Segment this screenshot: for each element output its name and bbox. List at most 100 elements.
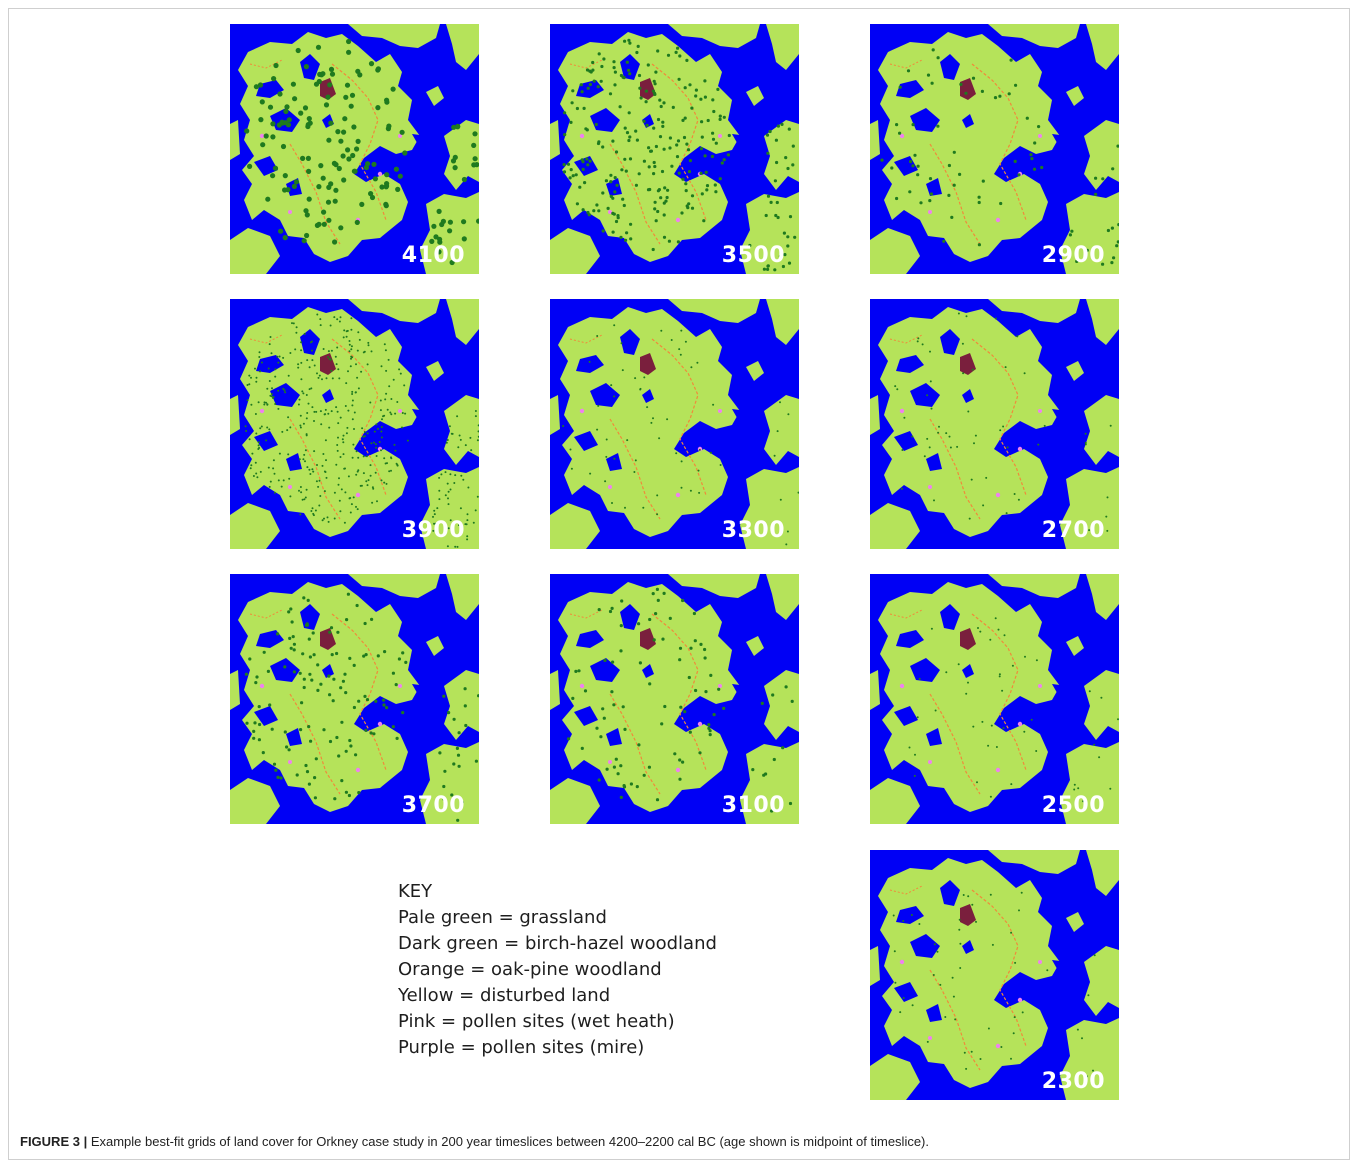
woodland-dot bbox=[638, 86, 642, 90]
woodland-dot bbox=[316, 663, 320, 667]
woodland-dot bbox=[380, 426, 383, 428]
woodland-dot bbox=[674, 50, 678, 54]
woodland-dot bbox=[314, 509, 317, 512]
woodland-dot bbox=[945, 671, 948, 674]
woodland-dot bbox=[791, 163, 795, 167]
woodland-dot bbox=[1111, 167, 1115, 171]
woodland-dot bbox=[328, 739, 333, 744]
woodland-dot bbox=[375, 446, 378, 449]
woodland-dot bbox=[382, 698, 386, 702]
woodland-dot bbox=[456, 545, 459, 548]
woodland-dot bbox=[670, 164, 674, 168]
woodland-dot bbox=[703, 656, 707, 660]
woodland-dot bbox=[309, 473, 312, 475]
woodland-dot bbox=[704, 690, 708, 694]
woodland-dot bbox=[580, 746, 584, 750]
woodland-dot bbox=[782, 231, 786, 235]
woodland-dot bbox=[391, 725, 395, 729]
woodland-dot bbox=[962, 894, 965, 896]
woodland-dot bbox=[267, 466, 270, 469]
woodland-dot bbox=[950, 215, 954, 219]
woodland-dot bbox=[341, 129, 347, 135]
woodland-dot bbox=[477, 694, 479, 698]
woodland-dot bbox=[699, 147, 704, 151]
woodland-dot bbox=[444, 494, 447, 497]
woodland-dot bbox=[760, 701, 764, 705]
woodland-dot bbox=[325, 377, 328, 380]
woodland-dot bbox=[959, 942, 962, 945]
woodland-dot bbox=[895, 123, 899, 127]
woodland-dot bbox=[302, 105, 309, 111]
woodland-dot bbox=[784, 156, 788, 160]
woodland-dot bbox=[591, 60, 595, 65]
woodland-dot bbox=[338, 499, 341, 502]
woodland-dot bbox=[682, 135, 687, 140]
woodland-dot bbox=[454, 474, 457, 477]
woodland-dot bbox=[711, 98, 715, 102]
woodland-dot bbox=[1021, 1011, 1024, 1014]
woodland-dot bbox=[621, 369, 624, 372]
woodland-dot bbox=[1006, 446, 1009, 449]
woodland-dot bbox=[323, 490, 326, 493]
woodland-dot bbox=[302, 458, 305, 461]
woodland-dot bbox=[675, 143, 679, 147]
woodland-dot bbox=[1084, 443, 1087, 446]
woodland-dot bbox=[449, 473, 452, 476]
woodland-dot bbox=[250, 464, 253, 467]
woodland-dot bbox=[329, 358, 332, 361]
woodland-dot bbox=[319, 682, 323, 686]
woodland-dot bbox=[369, 194, 376, 201]
woodland-dot bbox=[328, 693, 332, 697]
woodland-dot bbox=[1001, 689, 1004, 692]
woodland-dot bbox=[569, 448, 572, 451]
woodland-dot bbox=[332, 239, 338, 245]
woodland-dot bbox=[694, 94, 698, 98]
woodland-dot bbox=[619, 764, 623, 768]
woodland-dot bbox=[277, 361, 280, 364]
woodland-dot bbox=[658, 98, 662, 102]
woodland-dot bbox=[246, 399, 249, 402]
woodland-dot bbox=[257, 82, 264, 88]
woodland-dot bbox=[656, 117, 661, 122]
woodland-dot bbox=[295, 326, 298, 329]
woodland-dot bbox=[447, 503, 450, 506]
woodland-dot bbox=[313, 410, 316, 413]
woodland-dot bbox=[613, 457, 616, 460]
woodland-dot bbox=[461, 219, 467, 225]
woodland-dot bbox=[342, 441, 345, 444]
woodland-dot bbox=[352, 168, 358, 174]
woodland-dot bbox=[599, 735, 603, 739]
woodland-dot bbox=[255, 472, 258, 475]
woodland-dot bbox=[331, 699, 335, 703]
woodland-dot bbox=[365, 480, 368, 483]
woodland-dot bbox=[613, 83, 617, 87]
woodland-dot bbox=[900, 487, 903, 490]
woodland-dot bbox=[302, 392, 305, 395]
woodland-dot bbox=[336, 318, 339, 321]
woodland-dot bbox=[304, 460, 306, 463]
woodland-dot bbox=[619, 795, 623, 799]
woodland-dot bbox=[272, 762, 277, 766]
woodland-dot bbox=[287, 453, 290, 456]
woodland-dot bbox=[266, 426, 269, 429]
woodland-dot bbox=[588, 82, 592, 87]
woodland-dot bbox=[776, 215, 780, 220]
woodland-dot bbox=[289, 426, 292, 429]
woodland-dot bbox=[644, 100, 648, 104]
woodland-dot bbox=[962, 372, 965, 375]
woodland-dot bbox=[472, 131, 478, 137]
woodland-dot bbox=[342, 434, 345, 437]
timeslice-label: 2500 bbox=[1041, 793, 1105, 818]
woodland-dot bbox=[345, 147, 351, 153]
woodland-dot bbox=[263, 133, 269, 139]
woodland-dot bbox=[276, 775, 280, 779]
woodland-dot bbox=[350, 317, 353, 320]
woodland-dot bbox=[1075, 259, 1079, 263]
woodland-dot bbox=[970, 478, 973, 481]
woodland-dot bbox=[287, 416, 290, 419]
woodland-dot bbox=[1084, 441, 1087, 444]
woodland-dot bbox=[357, 791, 361, 795]
woodland-dot bbox=[697, 469, 700, 472]
woodland-dot bbox=[357, 456, 360, 459]
woodland-dot bbox=[308, 655, 312, 659]
